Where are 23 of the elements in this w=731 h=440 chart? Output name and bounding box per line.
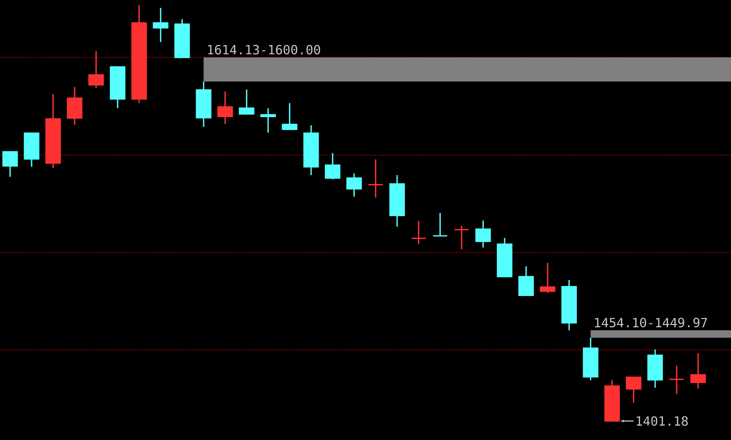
candlestick: [66, 86, 82, 126]
candlestick: [324, 152, 340, 180]
candlestick: [518, 266, 534, 296]
annotation: 1401.18: [636, 416, 688, 426]
candlestick: [238, 88, 254, 115]
candlestick: [475, 220, 491, 248]
candlestick: [690, 352, 706, 390]
band-label: 1454.10-1449.97: [595, 318, 707, 328]
candlestick: [260, 107, 276, 134]
candlestick: [454, 225, 470, 250]
candlestick: [217, 90, 233, 125]
candlestick: [432, 212, 448, 237]
candlestick: [540, 262, 556, 294]
band-label: 1614.13-1600.00: [208, 44, 320, 54]
candlestick: [668, 364, 684, 395]
candlestick: [152, 7, 168, 43]
candlestick: [626, 376, 642, 404]
candlestick: [346, 172, 362, 198]
candlestick: [282, 102, 298, 130]
candlestick: [410, 220, 426, 245]
candlestick: [88, 50, 104, 89]
candlestick: [2, 151, 18, 178]
candlestick: [368, 158, 384, 198]
